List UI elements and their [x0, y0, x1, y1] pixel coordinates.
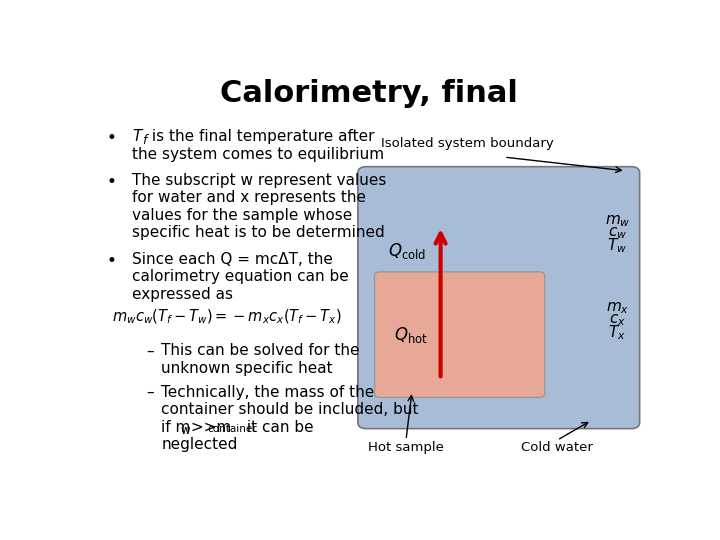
Text: Technically, the mass of the: Technically, the mass of the: [161, 385, 374, 400]
Text: specific heat is to be determined: specific heat is to be determined: [132, 225, 384, 240]
Text: $c_x$: $c_x$: [609, 313, 626, 328]
Text: neglected: neglected: [161, 437, 238, 453]
Text: $m_x$: $m_x$: [606, 300, 629, 316]
Text: $T_x$: $T_x$: [608, 323, 626, 342]
Text: $m_w$: $m_w$: [605, 213, 630, 229]
FancyBboxPatch shape: [374, 272, 545, 397]
Text: Calorimetry, final: Calorimetry, final: [220, 79, 518, 109]
Text: $T_w$: $T_w$: [607, 237, 627, 255]
Text: expressed as: expressed as: [132, 287, 233, 302]
Text: •: •: [107, 252, 117, 270]
Text: if m: if m: [161, 420, 191, 435]
Text: This can be solved for the: This can be solved for the: [161, 343, 360, 359]
Text: –: –: [145, 385, 153, 400]
Text: Isolated system boundary: Isolated system boundary: [381, 137, 553, 150]
FancyBboxPatch shape: [358, 167, 639, 429]
Text: calorimetry equation can be: calorimetry equation can be: [132, 269, 348, 285]
Text: $c_w$: $c_w$: [608, 226, 627, 241]
Text: w: w: [181, 424, 190, 437]
Text: $m_w c_w \left(T_f - T_w\right) = -m_x c_x \left(T_f - T_x\right)$: $m_w c_w \left(T_f - T_w\right) = -m_x c…: [112, 308, 342, 327]
Text: container: container: [208, 424, 257, 434]
Text: Cold water: Cold water: [521, 441, 593, 454]
Text: >>m: >>m: [186, 420, 231, 435]
Text: $Q_\mathrm{cold}$: $Q_\mathrm{cold}$: [389, 241, 427, 261]
Text: –: –: [145, 343, 153, 359]
Text: •: •: [107, 129, 117, 147]
Text: T: T: [132, 129, 141, 144]
Text: Hot sample: Hot sample: [368, 441, 444, 454]
Text: The subscript w represent values: The subscript w represent values: [132, 173, 386, 188]
Text: for water and x represents the: for water and x represents the: [132, 191, 366, 205]
Text: the system comes to equilibrium: the system comes to equilibrium: [132, 147, 384, 161]
Text: values for the sample whose: values for the sample whose: [132, 208, 352, 223]
Text: $Q_\mathrm{hot}$: $Q_\mathrm{hot}$: [394, 325, 428, 345]
Text: container should be included, but: container should be included, but: [161, 402, 419, 417]
Text: unknown specific heat: unknown specific heat: [161, 361, 333, 376]
Text: Since each Q = mcΔT, the: Since each Q = mcΔT, the: [132, 252, 333, 267]
Text: is the final temperature after: is the final temperature after: [148, 129, 375, 144]
Text: f: f: [142, 134, 146, 147]
Text: it can be: it can be: [243, 420, 314, 435]
Text: •: •: [107, 173, 117, 191]
